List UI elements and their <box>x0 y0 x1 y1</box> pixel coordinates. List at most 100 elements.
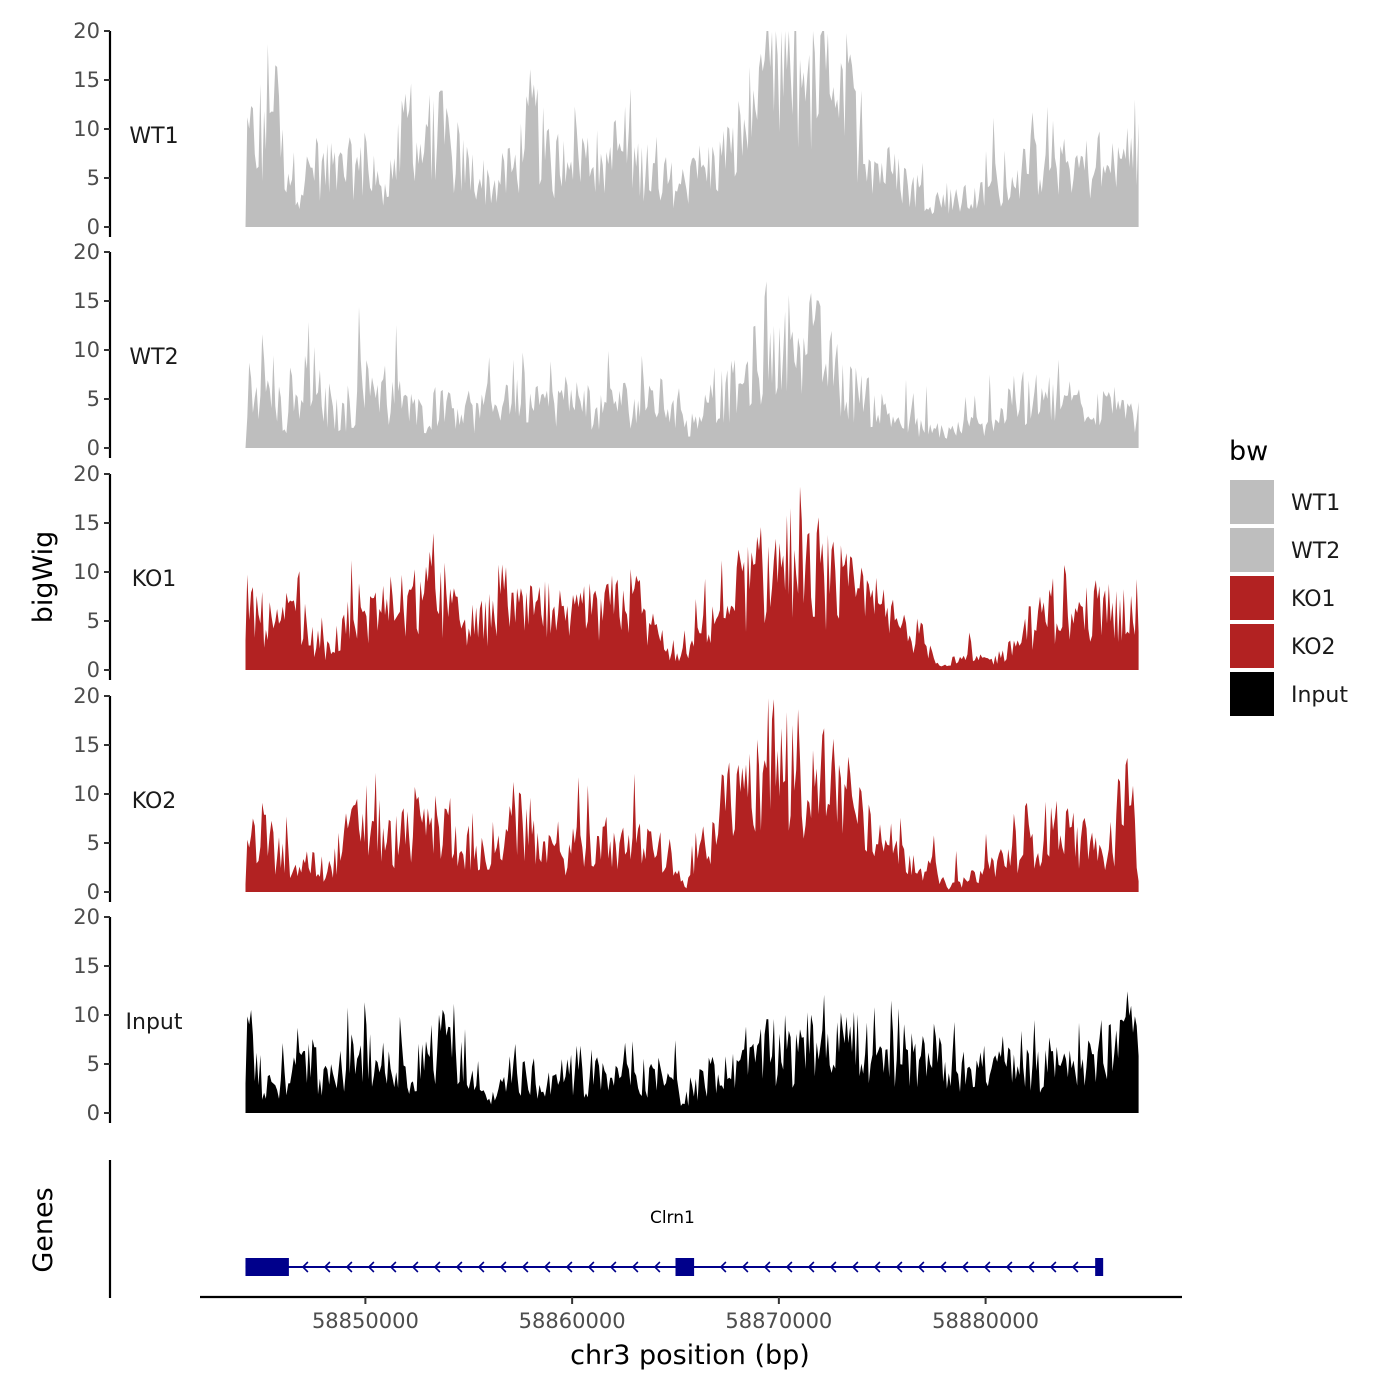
strand-arrow <box>1027 1261 1035 1273</box>
legend-label-wt2: WT2 <box>1291 539 1340 564</box>
y-tick-label: 10 <box>73 560 100 584</box>
strand-arrow <box>389 1261 397 1273</box>
track-label-wt1: WT1 <box>129 124 178 149</box>
y-tick-label: 0 <box>87 880 100 904</box>
track-label-input: Input <box>126 1010 183 1035</box>
coverage-area-wt2 <box>245 281 1139 448</box>
exon-block <box>245 1258 289 1276</box>
legend-key-wt2 <box>1230 528 1274 572</box>
strand-arrow <box>895 1261 903 1273</box>
x-tick-label: 58860000 <box>519 1309 626 1333</box>
strand-arrow <box>543 1261 551 1273</box>
track-label-ko2: KO2 <box>132 789 177 814</box>
legend-key-ko2 <box>1230 624 1274 668</box>
y-tick-label: 10 <box>73 338 100 362</box>
strand-arrow <box>521 1261 529 1273</box>
coverage-area-ko2 <box>245 698 1139 892</box>
strand-arrow <box>1071 1261 1079 1273</box>
strand-arrow <box>323 1261 331 1273</box>
strand-arrow <box>917 1261 925 1273</box>
track-input: 0 5 10 15 20 Input <box>73 905 1139 1125</box>
strand-arrow <box>499 1261 507 1273</box>
track-label-wt2: WT2 <box>129 345 178 370</box>
x-axis: 58850000 58860000 58870000 58880000 <box>200 1295 1182 1333</box>
y-tick-label: 20 <box>73 240 100 264</box>
x-axis-title: chr3 position (bp) <box>570 1340 810 1371</box>
y-tick-label: 15 <box>73 289 100 313</box>
y-tick-label: 5 <box>87 1052 100 1076</box>
y-tick-label: 5 <box>87 387 100 411</box>
y-tick-label: 10 <box>73 1003 100 1027</box>
strand-arrow <box>829 1261 837 1273</box>
strand-arrow <box>1005 1261 1013 1273</box>
y-tick-label: 15 <box>73 954 100 978</box>
track-wt2: 0 5 10 15 20 WT2 <box>73 240 1139 460</box>
legend-key-input <box>1230 672 1274 716</box>
y-tick-label: 20 <box>73 462 100 486</box>
strand-arrow <box>939 1261 947 1273</box>
gene-clrn1: Clrn1 <box>245 1208 1104 1276</box>
x-tick-label: 58880000 <box>932 1309 1039 1333</box>
y-tick-label: 10 <box>73 782 100 806</box>
legend-label-ko1: KO1 <box>1291 587 1336 612</box>
strand-arrow <box>653 1261 661 1273</box>
x-tick-label: 58870000 <box>725 1309 832 1333</box>
exon-block <box>675 1258 695 1276</box>
y-axis-title: bigWig <box>28 531 59 624</box>
legend-key-wt1 <box>1230 480 1274 524</box>
strand-arrow <box>873 1261 881 1273</box>
gene-panel: Clrn1 <box>108 1160 1104 1298</box>
track-wt1: 0 5 10 15 20 WT1 <box>73 19 1139 239</box>
strand-arrow <box>785 1261 793 1273</box>
strand-arrow <box>565 1261 573 1273</box>
coverage-area-input <box>245 991 1139 1113</box>
y-tick-label: 0 <box>87 658 100 682</box>
x-tick-label: 58850000 <box>312 1309 419 1333</box>
exon-block <box>1095 1258 1104 1276</box>
strand-arrow <box>631 1261 639 1273</box>
bigwig-tracks: 0 5 10 15 20 WT1 0 5 10 15 20 WT2 0 5 10 15 20 KO1 0 5 10 15 2… <box>73 19 1139 1125</box>
legend-key-ko1 <box>1230 576 1274 620</box>
strand-arrow <box>961 1261 969 1273</box>
y-tick-label: 20 <box>73 905 100 929</box>
y-tick-label: 15 <box>73 68 100 92</box>
strand-arrow <box>433 1261 441 1273</box>
strand-arrow <box>587 1261 595 1273</box>
strand-arrow <box>763 1261 771 1273</box>
y-tick-label: 0 <box>87 436 100 460</box>
y-tick-label: 5 <box>87 166 100 190</box>
y-tick-label: 20 <box>73 19 100 43</box>
strand-arrow <box>741 1261 749 1273</box>
strand-arrow <box>983 1261 991 1273</box>
strand-arrow <box>455 1261 463 1273</box>
y-tick-label: 15 <box>73 733 100 757</box>
track-ko1: 0 5 10 15 20 KO1 <box>73 462 1139 682</box>
strand-arrow <box>477 1261 485 1273</box>
track-label-ko1: KO1 <box>132 567 177 592</box>
y-tick-label: 5 <box>87 831 100 855</box>
y-tick-label: 0 <box>87 1101 100 1125</box>
strand-arrow <box>807 1261 815 1273</box>
y-tick-label: 5 <box>87 609 100 633</box>
y-tick-label: 0 <box>87 215 100 239</box>
coverage-area-ko1 <box>245 486 1139 670</box>
strand-arrow <box>719 1261 727 1273</box>
gene-label: Clrn1 <box>650 1208 695 1228</box>
legend: bw WT1 WT2 KO1 KO2 Input <box>1229 436 1348 716</box>
gene-panel-title: Genes <box>28 1187 59 1272</box>
strand-arrow <box>1049 1261 1057 1273</box>
strand-arrow <box>367 1261 375 1273</box>
y-tick-label: 10 <box>73 117 100 141</box>
strand-arrow <box>411 1261 419 1273</box>
strand-arrow <box>609 1261 617 1273</box>
y-tick-label: 20 <box>73 684 100 708</box>
coverage-area-wt1 <box>245 31 1139 227</box>
legend-label-input: Input <box>1291 683 1348 708</box>
legend-label-ko2: KO2 <box>1291 635 1336 660</box>
y-tick-label: 15 <box>73 511 100 535</box>
strand-arrow <box>851 1261 859 1273</box>
track-ko2: 0 5 10 15 20 KO2 <box>73 684 1139 904</box>
strand-arrow <box>345 1261 353 1273</box>
legend-title: bw <box>1229 436 1268 467</box>
